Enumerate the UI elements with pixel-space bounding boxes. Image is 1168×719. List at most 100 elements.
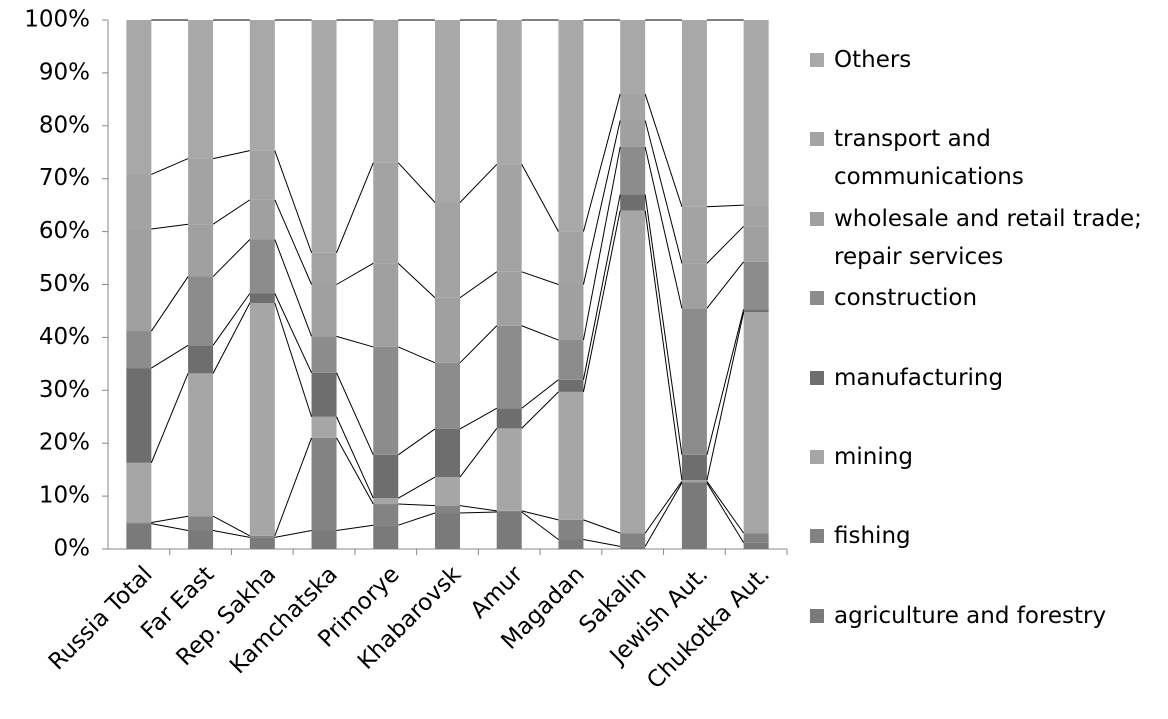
series-line <box>398 503 436 507</box>
series-line <box>274 150 313 253</box>
series-line <box>274 529 312 538</box>
series-line <box>212 302 251 374</box>
series-line <box>212 515 251 537</box>
bar-segment <box>373 20 399 163</box>
legend-swatch <box>810 370 824 385</box>
bar-segment <box>496 428 522 511</box>
bar-segment <box>311 416 337 438</box>
legend-swatch <box>810 53 824 67</box>
bar-segment <box>311 252 337 285</box>
bar-segment <box>373 504 399 526</box>
bar-segment <box>249 293 275 304</box>
bar-segment <box>743 309 769 313</box>
bar-segment <box>558 519 584 540</box>
x-tick-group: Russia Total <box>44 561 158 675</box>
bar-segment <box>496 510 522 512</box>
legend-swatch <box>810 132 824 147</box>
bar-segment <box>188 20 214 159</box>
series-line <box>706 204 744 208</box>
bar-segment <box>373 346 399 455</box>
y-tick-label: 40% <box>39 324 90 350</box>
series-line <box>521 391 559 429</box>
bar-segment <box>620 546 646 549</box>
legend-label: fishing <box>834 523 911 550</box>
series-line <box>336 416 374 499</box>
bar-segment <box>496 271 522 326</box>
legend-swatch <box>810 450 824 464</box>
bar-segment <box>126 331 152 369</box>
series-line <box>212 239 251 277</box>
series-line <box>398 512 436 526</box>
bar-segment <box>126 368 152 463</box>
bar-segment <box>743 312 769 534</box>
series-line <box>150 276 189 332</box>
bar-segment <box>435 513 460 549</box>
series-line <box>274 437 313 536</box>
series-line <box>274 239 313 337</box>
bar-segment <box>249 303 275 536</box>
bar-segment <box>311 20 337 253</box>
bar-segment <box>743 261 769 310</box>
legend-swatch <box>810 529 824 544</box>
bar-segment <box>311 372 337 417</box>
bar-segment <box>681 480 707 482</box>
bar-segment <box>620 94 646 121</box>
series-line <box>459 407 497 430</box>
series-line <box>336 524 374 531</box>
series-line <box>336 162 374 253</box>
bar-segment <box>558 539 584 549</box>
bar-segment <box>126 20 152 175</box>
bar-segment <box>311 284 337 337</box>
bar-segment <box>249 535 275 538</box>
series-line <box>151 515 189 524</box>
bar-segment <box>435 505 460 514</box>
bar-segment <box>188 516 214 531</box>
bar-segment <box>681 481 707 483</box>
bar-segment <box>620 194 646 211</box>
bar-segment <box>126 522 152 524</box>
legend-label: construction <box>834 285 978 312</box>
bar-segment <box>496 511 522 549</box>
x-tick-label: Russia Total <box>44 561 158 675</box>
legend-item: Others <box>810 41 1160 79</box>
y-tick-label: 20% <box>39 430 90 456</box>
series-line <box>151 158 189 175</box>
bar-segment <box>188 345 214 374</box>
legend-item: transport and communications <box>810 120 1160 196</box>
series-line <box>521 511 559 540</box>
series-line <box>459 511 497 514</box>
bar-segment <box>373 162 399 264</box>
legend-swatch <box>810 291 824 306</box>
legend-label: transport and communications <box>834 126 1024 191</box>
bar-segment <box>126 523 152 549</box>
bar-segment <box>188 276 214 346</box>
series-line <box>459 325 498 364</box>
y-tick-label: 100% <box>24 7 90 33</box>
series-line <box>212 293 251 346</box>
bar-segment <box>373 525 399 549</box>
series-line <box>644 482 683 547</box>
bar-segment <box>558 340 584 380</box>
series-line <box>397 428 436 456</box>
y-tick-label: 30% <box>39 377 90 403</box>
series-line <box>706 480 745 534</box>
series-line <box>150 373 189 463</box>
series-line <box>521 325 559 341</box>
bar-segment <box>188 224 214 277</box>
series-line <box>151 344 189 369</box>
series-line <box>583 538 621 547</box>
y-tick-label: 50% <box>39 271 90 297</box>
bar-segment <box>435 297 460 363</box>
series-line <box>274 293 312 374</box>
bar-segment <box>249 20 275 151</box>
legend-swatch <box>810 211 824 226</box>
legend-label: Others <box>834 47 912 73</box>
bar-segment <box>681 482 707 549</box>
legend-item: manufacturing <box>810 359 1160 397</box>
series-line <box>336 335 374 348</box>
bar-segment <box>373 263 399 347</box>
bar-segment <box>126 462 152 523</box>
series-line <box>582 120 621 285</box>
series-line <box>521 164 559 232</box>
series-line <box>397 262 436 299</box>
